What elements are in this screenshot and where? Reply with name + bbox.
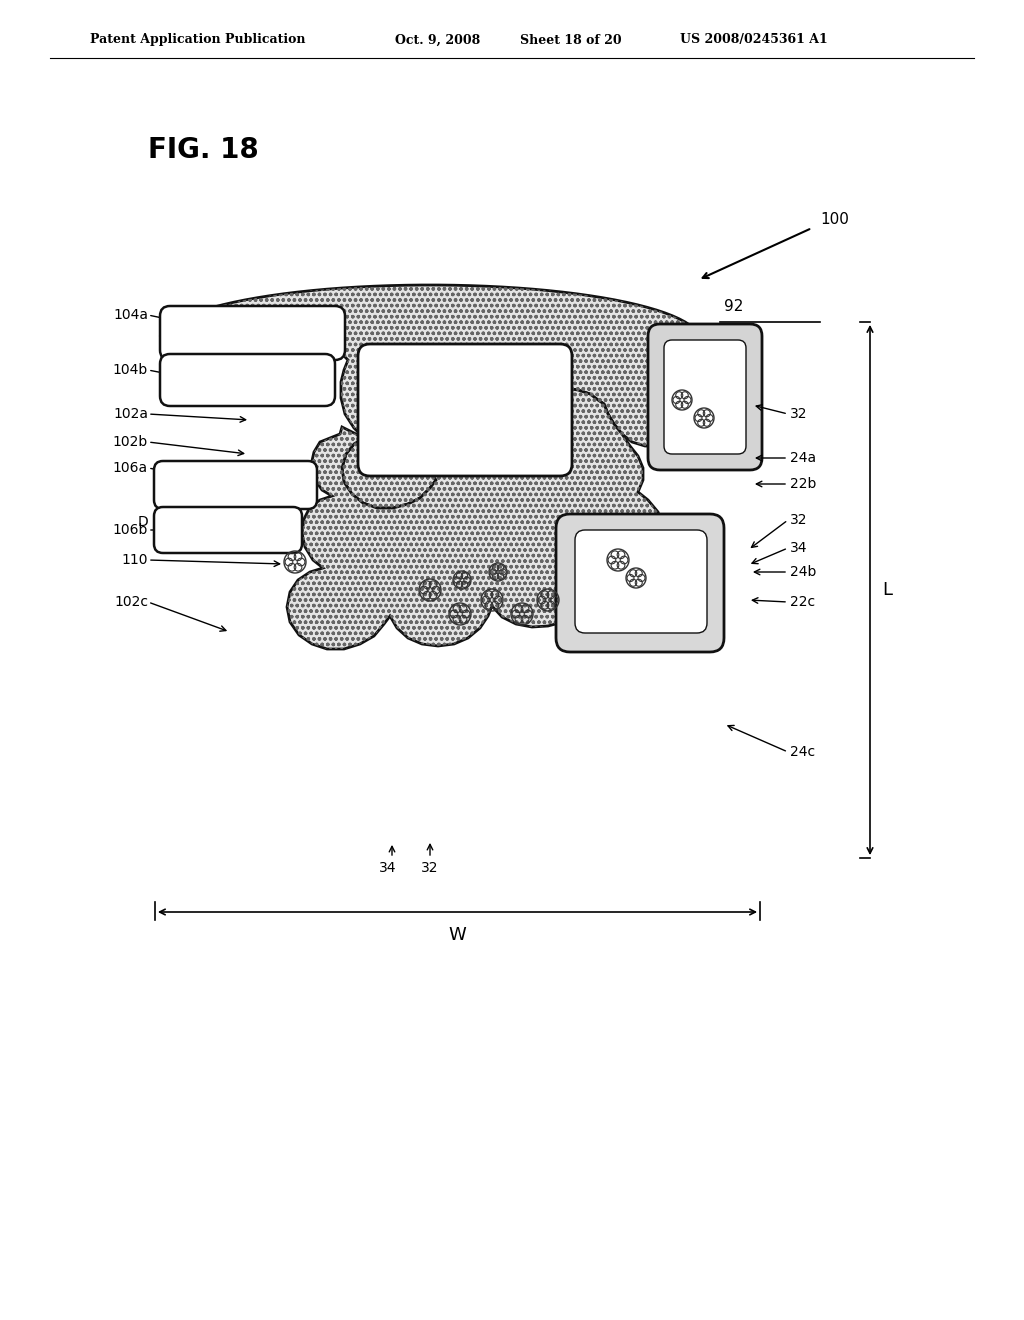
Text: 22b: 22b: [790, 477, 816, 491]
FancyBboxPatch shape: [556, 513, 724, 652]
Text: 110: 110: [122, 553, 148, 568]
FancyBboxPatch shape: [160, 306, 345, 360]
Text: D: D: [137, 515, 148, 529]
FancyBboxPatch shape: [358, 345, 572, 477]
Text: 102b: 102b: [113, 436, 148, 449]
Polygon shape: [287, 388, 663, 649]
Text: 24b: 24b: [790, 565, 816, 579]
Text: W: W: [449, 927, 466, 944]
Text: 102a: 102a: [113, 407, 148, 421]
Text: 34: 34: [379, 861, 396, 875]
Text: 104a: 104a: [113, 308, 148, 322]
Text: Oct. 9, 2008: Oct. 9, 2008: [395, 33, 480, 46]
Text: 22c: 22c: [790, 595, 815, 609]
Text: 34: 34: [790, 541, 808, 554]
FancyBboxPatch shape: [154, 461, 317, 510]
Text: FIG. 18: FIG. 18: [148, 136, 259, 164]
Text: 104b: 104b: [113, 363, 148, 378]
FancyBboxPatch shape: [648, 323, 762, 470]
Text: 32: 32: [790, 407, 808, 421]
Text: 102c: 102c: [114, 595, 148, 609]
Text: Patent Application Publication: Patent Application Publication: [90, 33, 305, 46]
Text: 106b: 106b: [113, 523, 148, 537]
FancyBboxPatch shape: [160, 354, 335, 407]
FancyBboxPatch shape: [664, 341, 746, 454]
Text: US 2008/0245361 A1: US 2008/0245361 A1: [680, 33, 827, 46]
Text: 106a: 106a: [113, 461, 148, 475]
Text: 32: 32: [421, 861, 438, 875]
Text: 24c: 24c: [790, 744, 815, 759]
Text: L: L: [882, 581, 892, 599]
Text: 100: 100: [820, 213, 849, 227]
Polygon shape: [161, 285, 726, 508]
FancyBboxPatch shape: [575, 531, 707, 634]
Text: Sheet 18 of 20: Sheet 18 of 20: [520, 33, 622, 46]
Text: 92: 92: [724, 300, 743, 314]
Text: 32: 32: [790, 513, 808, 527]
FancyBboxPatch shape: [154, 507, 302, 553]
Text: 24a: 24a: [790, 451, 816, 465]
